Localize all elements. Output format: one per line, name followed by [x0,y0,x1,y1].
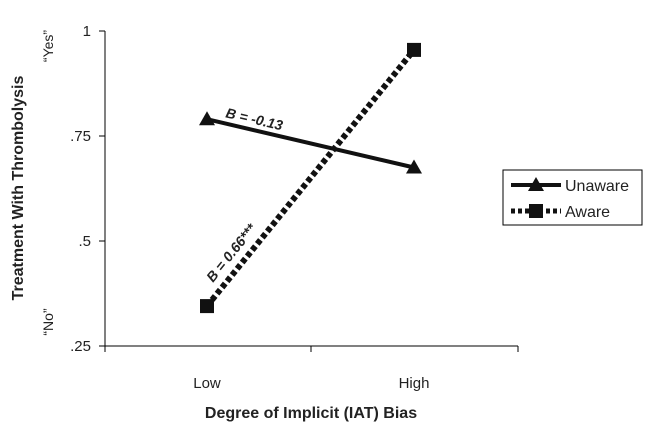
legend: Unaware Aware [502,169,643,226]
legend-label-aware: Aware [565,204,610,221]
data-point-unaware [406,159,422,174]
x-tick-label: High [399,375,430,392]
data-point-unaware [199,111,215,126]
y-tick-label: 1 [83,23,91,40]
y-tick-label: .25 [70,338,91,355]
series-line-aware [204,48,417,308]
series-aware [200,42,421,314]
legend-box [502,169,643,226]
series-unaware [199,111,422,174]
data-point-aware [200,299,214,314]
x-axis-title: Degree of Implicit (IAT) Bias [205,405,417,422]
x-tick-label: Low [193,375,221,392]
y-axis-title: Treatment With Thrombolysis [10,76,27,301]
y-tick-label: .75 [70,128,91,145]
series-line-unaware [206,117,415,170]
axes: 1 .75 .5 .25 Low High [70,23,519,392]
legend-marker-aware [529,204,543,218]
legend-marker-unaware [528,177,544,191]
y-top-label: “Yes” [40,30,56,63]
series-layer [199,42,422,314]
y-bottom-label: “No” [40,308,56,336]
data-point-aware [407,42,421,57]
annotation-aware: B = 0.66*** [203,220,260,285]
y-tick-label: .5 [78,233,91,250]
legend-label-unaware: Unaware [565,178,629,195]
